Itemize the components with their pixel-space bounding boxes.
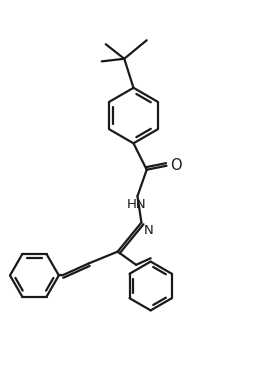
Text: N: N — [144, 224, 154, 237]
Text: HN: HN — [126, 198, 146, 211]
Text: O: O — [171, 158, 182, 173]
